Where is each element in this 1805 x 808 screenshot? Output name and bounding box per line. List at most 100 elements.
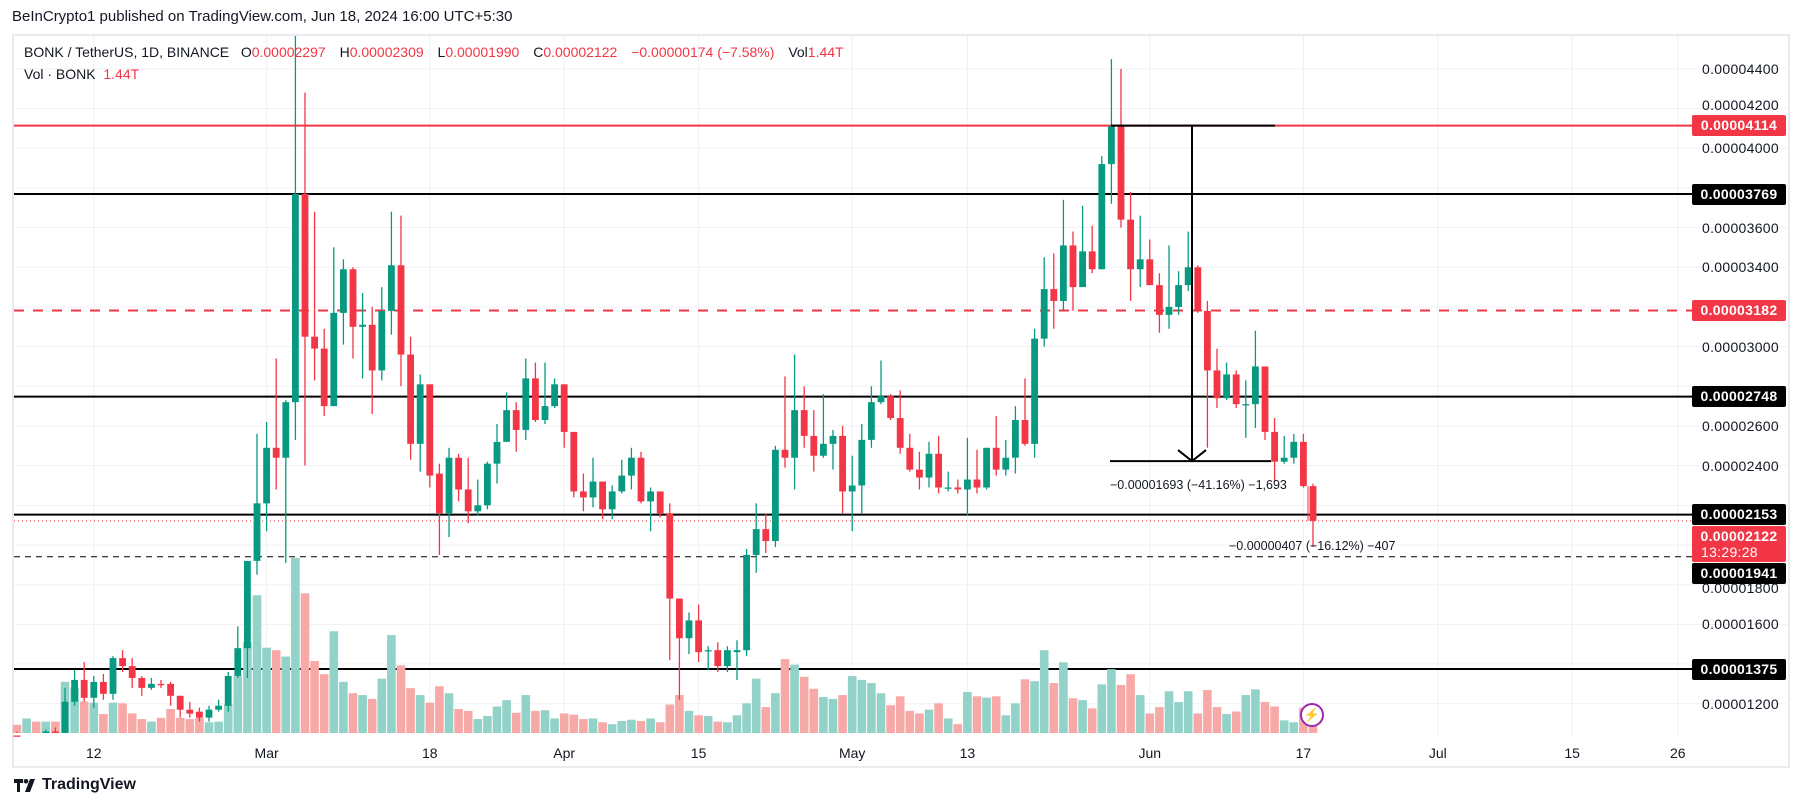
candle-body	[378, 310, 386, 371]
volume-bar	[291, 557, 300, 733]
volume-value: 1.44T	[807, 44, 844, 60]
volume-bar	[531, 710, 540, 733]
candle	[656, 491, 664, 518]
candle	[1040, 257, 1048, 347]
candle-body	[388, 265, 395, 311]
candle-body	[1252, 366, 1259, 405]
candle	[762, 513, 770, 553]
candle	[119, 650, 126, 672]
volume-bar	[809, 688, 819, 733]
candle	[1175, 271, 1182, 315]
candle	[196, 707, 203, 722]
candle	[887, 394, 894, 421]
candle	[1252, 330, 1259, 428]
candle	[378, 287, 386, 381]
candle-body	[42, 731, 50, 733]
candle	[858, 423, 866, 514]
volume-bar	[915, 713, 924, 733]
volume-bar	[723, 722, 732, 733]
candle-body	[397, 265, 405, 355]
volume-bar	[1078, 700, 1087, 733]
price-tick-label: 0.00003000	[1702, 338, 1779, 355]
candle-body	[628, 457, 635, 476]
candle-body	[464, 489, 472, 512]
candle	[388, 211, 395, 335]
candle	[599, 481, 606, 520]
volume-bar	[1059, 662, 1068, 733]
candle-body	[618, 475, 626, 492]
volume-bar	[675, 695, 684, 733]
volume-bar	[1174, 702, 1183, 733]
price-tick-label: 0.00002400	[1702, 457, 1779, 474]
volume-bar	[819, 696, 828, 733]
candle	[1146, 239, 1154, 286]
candle-body	[772, 449, 779, 542]
time-tick-label: 13	[959, 745, 976, 761]
candle	[138, 675, 146, 696]
volume-bar	[780, 659, 790, 733]
candle	[820, 394, 827, 458]
volume-bar	[732, 715, 742, 733]
candle	[551, 378, 558, 409]
candle	[925, 441, 933, 488]
candle	[253, 433, 261, 575]
volume-bars	[12, 557, 1318, 733]
candle	[148, 677, 155, 690]
volume-bar	[243, 641, 252, 733]
symbol-legend[interactable]: BONK / TetherUS, 1D, BINANCE O0.00002297…	[24, 44, 854, 60]
volume-bar	[204, 722, 214, 733]
volume-bar	[223, 704, 233, 733]
candle-body	[820, 443, 827, 456]
volume-bar	[799, 676, 809, 733]
candle	[896, 390, 904, 454]
volume-series-value: 1.44T	[103, 66, 140, 82]
lightning-icon[interactable]: ⚡	[1300, 703, 1324, 727]
volume-bar	[396, 665, 406, 733]
candle	[743, 548, 750, 657]
volume-bar	[847, 676, 857, 733]
candle-body	[320, 348, 328, 407]
candle	[61, 687, 69, 733]
candle-body	[272, 447, 280, 458]
volume-bar	[233, 676, 243, 733]
time-tick-label: 12	[86, 745, 102, 761]
candle-body	[532, 378, 539, 421]
candle-body	[340, 269, 347, 313]
candle	[1002, 439, 1010, 476]
tradingview-logo[interactable]: TradingView	[14, 776, 136, 794]
level-price-label: 0.00002748	[1692, 386, 1786, 408]
candle	[916, 451, 923, 490]
volume-bar	[838, 695, 847, 733]
candle-body	[704, 650, 712, 652]
volume-bar	[41, 721, 51, 733]
volume-legend[interactable]: Vol · BONK 1.44T	[24, 66, 149, 82]
candle-body	[1175, 285, 1182, 307]
volume-bar	[310, 660, 319, 733]
candle	[1127, 191, 1134, 301]
volume-bar	[607, 724, 617, 733]
volume-bar	[1087, 708, 1097, 733]
candle-body	[887, 396, 894, 419]
candle	[407, 336, 414, 460]
candle-body	[1031, 338, 1038, 444]
candle-body	[1040, 289, 1048, 339]
measure-label-drop: −0.00001693 (−41.16%) −1,693	[1110, 478, 1287, 492]
volume-bar	[1107, 669, 1116, 733]
candle-body	[1194, 267, 1202, 311]
candle-body	[176, 695, 184, 710]
horizontal-levels	[14, 124, 1692, 671]
volume-bar	[943, 718, 953, 733]
candle	[935, 435, 942, 494]
volume-bar	[1251, 689, 1260, 733]
volume-bar	[694, 715, 703, 733]
time-tick-label: Jun	[1138, 745, 1162, 761]
candle	[493, 423, 501, 484]
candle	[791, 354, 798, 490]
candle-body	[551, 384, 558, 407]
candle	[512, 402, 520, 452]
candle-body	[743, 554, 750, 651]
price-tick-label: 0.00001600	[1702, 616, 1779, 633]
volume-bar	[118, 703, 127, 733]
volume-bar	[646, 718, 655, 733]
